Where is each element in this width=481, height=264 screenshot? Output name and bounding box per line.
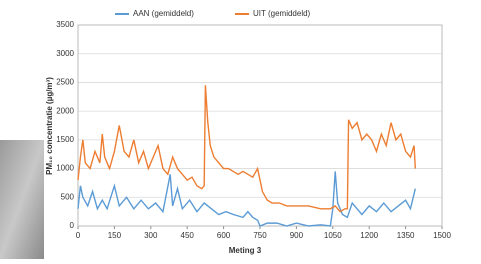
x-tick-label: 600 bbox=[217, 231, 231, 240]
background-photo bbox=[0, 140, 44, 259]
x-tick-label: 1200 bbox=[360, 231, 378, 240]
x-tick-label: 1050 bbox=[324, 231, 342, 240]
y-tick-label: 3000 bbox=[56, 49, 74, 58]
x-tick-label: 450 bbox=[181, 231, 195, 240]
data-line bbox=[78, 85, 415, 211]
y-tick-label: 0 bbox=[70, 221, 75, 230]
plot-frame bbox=[78, 25, 442, 226]
legend-label: UIT (gemiddeld) bbox=[253, 9, 311, 18]
y-tick-label: 2500 bbox=[56, 78, 74, 87]
x-tick-label: 1500 bbox=[433, 231, 451, 240]
y-axis-label: PM₁₀ concentratie (µg/m³) bbox=[45, 77, 54, 175]
x-tick-label: 150 bbox=[108, 231, 122, 240]
y-tick-label: 500 bbox=[61, 192, 75, 201]
y-tick-label: 3500 bbox=[56, 20, 74, 29]
data-line bbox=[78, 171, 415, 226]
x-axis-label: Meting 3 bbox=[229, 246, 262, 255]
y-tick-label: 2000 bbox=[56, 106, 74, 115]
chart: Meting 3 PM₁₀ concentratie (µg/m³) 0 500 1… bbox=[0, 0, 481, 259]
x-tick-label: 900 bbox=[290, 231, 304, 240]
page: {"chart_data": {"type": "line", "xlabel"… bbox=[0, 0, 481, 264]
x-tick-label: 300 bbox=[144, 231, 158, 240]
y-tick-label: 1000 bbox=[56, 164, 74, 173]
x-tick-label: 1350 bbox=[397, 231, 415, 240]
x-tick-label: 0 bbox=[76, 231, 81, 240]
legend-label: AAN (gemiddeld) bbox=[133, 9, 194, 18]
x-tick-label: 750 bbox=[253, 231, 267, 240]
y-tick-label: 1500 bbox=[56, 135, 74, 144]
